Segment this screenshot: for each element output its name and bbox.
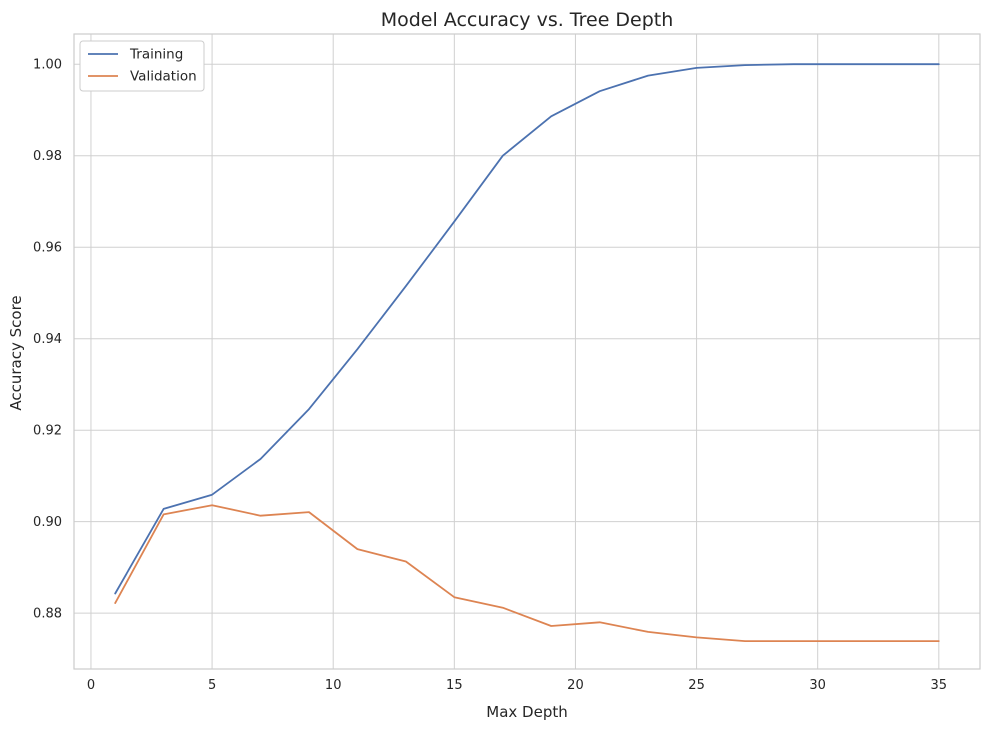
y-tick-labels: 0.88 0.90 0.92 0.94 0.96 0.98 1.00	[33, 58, 62, 622]
y-tick-label: 0.90	[33, 515, 62, 530]
y-tick-label: 0.88	[33, 607, 62, 622]
legend-label-validation: Validation	[130, 69, 197, 85]
y-axis-label: Accuracy Score	[7, 295, 25, 410]
series-line-training	[114, 63, 940, 595]
y-tick-label: 1.00	[33, 58, 62, 73]
x-tick-label: 25	[688, 678, 705, 693]
y-tick-label: 0.94	[33, 332, 62, 347]
series-line-validation	[114, 504, 940, 642]
legend: Training Validation	[79, 40, 205, 92]
series-layer	[114, 63, 940, 642]
x-tick-label: 35	[931, 678, 948, 693]
x-tick-label: 0	[87, 678, 95, 693]
x-tick-label: 15	[446, 678, 463, 693]
x-tick-label: 20	[567, 678, 584, 693]
x-tick-label: 5	[208, 678, 216, 693]
vertical-gridlines	[90, 34, 940, 669]
y-tick-label: 0.96	[33, 241, 62, 256]
x-tick-label: 30	[809, 678, 826, 693]
x-tick-labels: 0 5 10 15 20 25 30 35	[87, 678, 947, 693]
legend-label-training: Training	[129, 47, 183, 63]
x-axis-label: Max Depth	[486, 703, 567, 721]
chart-title: Model Accuracy vs. Tree Depth	[381, 9, 674, 31]
x-tick-label: 10	[325, 678, 342, 693]
y-tick-label: 0.92	[33, 424, 62, 439]
plot-frame	[73, 33, 981, 670]
horizontal-gridlines	[74, 63, 980, 614]
y-tick-label: 0.98	[33, 149, 62, 164]
